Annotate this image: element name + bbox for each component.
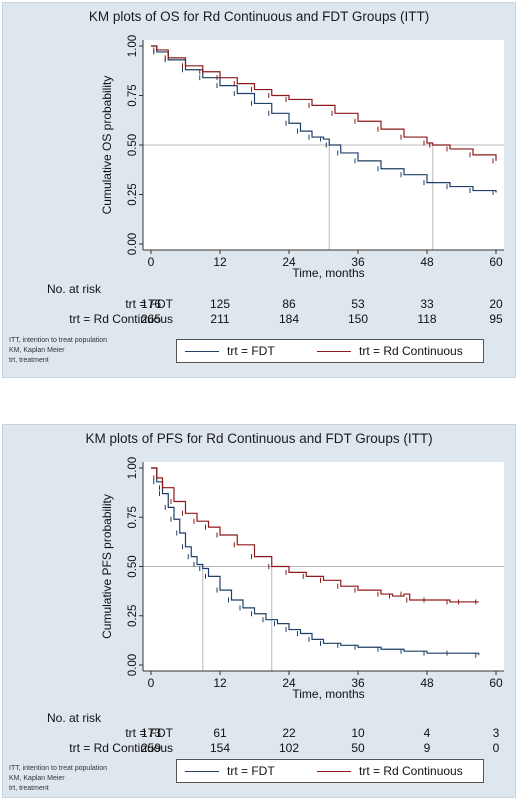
footnote: trt, treatment: [9, 785, 49, 792]
y-tick-label: 0.00: [127, 654, 139, 676]
risk-count-fdt: 20: [489, 297, 503, 311]
y-axis-label: Cumulative PFS probability: [100, 494, 114, 639]
x-tick-label: 0: [148, 255, 155, 269]
footnotes: ITT, intention to treat population KM, K…: [9, 336, 107, 366]
risk-count-fdt: 3: [492, 726, 500, 740]
x-tick-label: 24: [282, 255, 296, 269]
footnotes: ITT, intention to treat population KM, K…: [9, 764, 107, 794]
y-axis-label: Cumulative OS probability: [100, 76, 114, 215]
x-axis-label: Time, months: [292, 266, 364, 280]
x-tick-label: 12: [213, 255, 227, 269]
footnote: ITT, intention to treat population: [9, 337, 108, 344]
risk-count-rd: 184: [278, 312, 300, 326]
x-tick-label: 60: [489, 255, 503, 269]
footnote: ITT, intention to treat population: [9, 765, 108, 772]
risk-count-rd: 150: [347, 312, 369, 326]
risk-count-fdt: 33: [420, 297, 434, 311]
x-axis-label: Time, months: [292, 687, 364, 701]
os-km-plot: 0.00 0.25 0.50 0.75 1.00 0 12 24 36 48 60 Time, mon…: [100, 35, 504, 280]
legend-label-rd: trt = Rd Continuous: [359, 344, 463, 358]
risk-count-fdt: 176: [140, 297, 162, 311]
footnote: trt, treatment: [9, 357, 49, 364]
risk-count-rd: 0: [492, 741, 500, 755]
risk-count-rd: 118: [417, 312, 437, 326]
x-tick-label: 48: [420, 255, 434, 269]
risk-count-fdt: 125: [209, 297, 231, 311]
risk-count-rd: 9: [423, 741, 431, 755]
x-tick-label: 0: [148, 676, 155, 690]
risk-count-rd: 95: [489, 312, 503, 326]
risk-count-fdt: 53: [351, 297, 365, 311]
legend-label-rd: trt = Rd Continuous: [359, 764, 463, 778]
km-curve-rd: [151, 467, 479, 603]
risk-table: No. at risk trt = FDT trt = Rd Continuou…: [3, 282, 515, 334]
chart-legend: trt = FDT trt = Rd Continuous: [176, 339, 484, 363]
risk-table: No. at risk trt = FDT trt = Rd Continuou…: [3, 711, 515, 763]
legend-swatch-rd: [317, 351, 351, 352]
y-tick-label: 0.50: [127, 555, 139, 577]
y-tick-label: 0.75: [127, 506, 139, 528]
risk-table-title: No. at risk: [47, 711, 102, 725]
legend-label-fdt: trt = FDT: [227, 764, 275, 778]
x-tick-label: 12: [213, 676, 227, 690]
legend-swatch-fdt: [185, 351, 219, 352]
pfs-panel: KM plots of PFS for Rd Continuous and FD…: [2, 424, 516, 798]
y-tick-label: 0.50: [127, 134, 139, 156]
risk-count-rd: 102: [278, 741, 300, 755]
legend-swatch-rd: [317, 771, 351, 772]
risk-count-fdt: 173: [140, 726, 162, 740]
risk-count-rd: 265: [140, 312, 162, 326]
risk-count-fdt: 10: [351, 726, 365, 740]
risk-count-fdt: 86: [282, 297, 296, 311]
y-tick-label: 1.00: [127, 35, 139, 57]
risk-row-label-fdt: trt = FDT: [125, 726, 173, 740]
km-curve-fdt: [151, 467, 480, 656]
km-curve-rd: [151, 45, 497, 161]
y-tick-label: 0.25: [127, 605, 139, 627]
y-tick-label: 0.00: [127, 233, 139, 255]
risk-row-label-fdt: trt = FDT: [125, 297, 173, 311]
risk-count-rd: 154: [209, 741, 231, 755]
risk-count-rd: 50: [351, 741, 365, 755]
legend-label-fdt: trt = FDT: [227, 344, 275, 358]
x-tick-label: 48: [420, 676, 434, 690]
chart-title: KM plots of PFS for Rd Continuous and FD…: [85, 431, 433, 446]
risk-count-fdt: 61: [213, 726, 227, 740]
chart-legend: trt = FDT trt = Rd Continuous: [176, 759, 484, 783]
y-tick-label: 0.25: [127, 183, 139, 205]
risk-table-title: No. at risk: [47, 282, 102, 296]
x-tick-label: 36: [351, 676, 365, 690]
footnote: KM, Kaplan Meier: [9, 347, 65, 354]
risk-count-rd: 259: [140, 741, 162, 755]
risk-count-fdt: 22: [282, 726, 296, 740]
os-panel: KM plots of OS for Rd Continuous and FDT…: [2, 2, 516, 378]
risk-row-label-rd: trt = Rd Continuous: [69, 312, 173, 326]
x-tick-label: 36: [351, 255, 365, 269]
legend-swatch-fdt: [185, 771, 219, 772]
risk-count-rd: 211: [210, 312, 230, 326]
footnote: KM, Kaplan Meier: [9, 775, 65, 782]
x-tick-label: 60: [489, 676, 503, 690]
risk-row-label-rd: trt = Rd Continuous: [69, 741, 173, 755]
chart-title: KM plots of OS for Rd Continuous and FDT…: [88, 9, 430, 24]
y-tick-label: 0.75: [127, 84, 139, 106]
pfs-km-plot: 0.00 0.25 0.50 0.75 1.00 0 12 24 36 48 60 Time, mon…: [100, 457, 504, 701]
x-tick-label: 24: [282, 676, 296, 690]
y-tick-label: 1.00: [127, 457, 139, 479]
risk-count-fdt: 4: [423, 726, 431, 740]
